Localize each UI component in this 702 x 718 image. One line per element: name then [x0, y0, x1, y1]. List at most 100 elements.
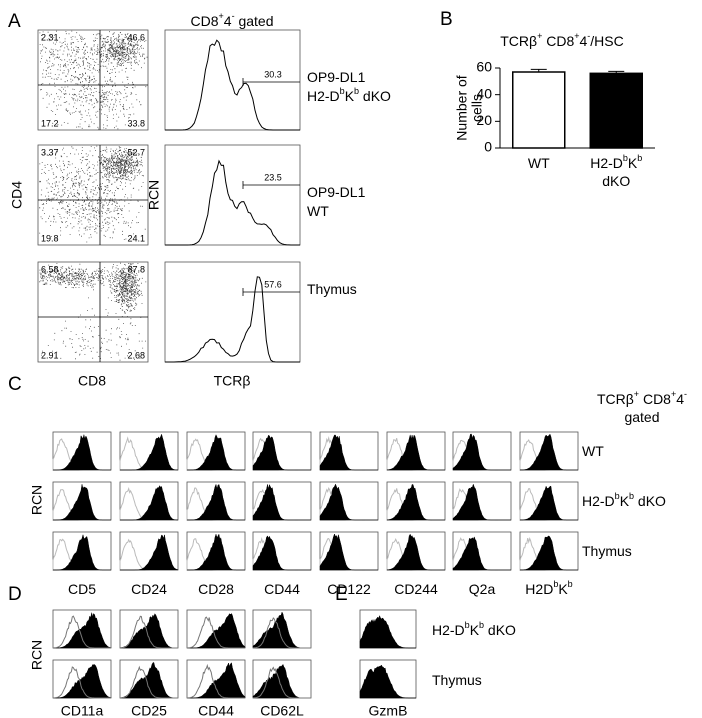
- panel-letter: D: [8, 584, 22, 605]
- histogram-shape: [187, 533, 245, 571]
- text-run: TCRβ: [500, 33, 537, 49]
- row-label: Thymus: [432, 672, 482, 688]
- histogram-shape: [165, 276, 300, 363]
- text-run: K: [620, 493, 630, 509]
- superscript: +: [574, 31, 579, 41]
- superscript: b: [465, 620, 470, 630]
- text-run: Thymus: [582, 543, 632, 559]
- histogram-shape: [319, 434, 378, 471]
- histogram-shape: [119, 615, 178, 649]
- y-tick-label: 20: [476, 112, 492, 128]
- text-run: CD44: [264, 581, 300, 597]
- quadrant-percent: 2.91: [41, 350, 59, 360]
- text-run: K: [470, 622, 480, 638]
- histogram-shape: [252, 617, 311, 649]
- histogram-shape: [165, 159, 300, 246]
- panel-title: gated: [624, 409, 659, 425]
- histogram-shape: [452, 483, 511, 521]
- quadrant-percent: 6.58: [41, 264, 59, 274]
- text-run: /HSC: [590, 33, 623, 49]
- axis-label: RCN: [146, 180, 162, 210]
- bar: [512, 71, 566, 149]
- row-label: WT: [582, 443, 604, 459]
- x-tick-label: WT: [528, 155, 550, 171]
- superscript: b: [340, 86, 345, 96]
- histogram-shape: [120, 485, 179, 521]
- text-run: K: [345, 88, 355, 104]
- superscript: -: [232, 11, 235, 21]
- histogram-shape: [252, 666, 311, 699]
- dot-plot-events: [39, 262, 147, 361]
- text-run: dKO: [484, 622, 516, 638]
- text-run: H2-D: [590, 155, 623, 171]
- histogram-shape: [187, 483, 245, 521]
- histogram-shape: [359, 664, 416, 699]
- superscript: b: [354, 86, 359, 96]
- superscript: b: [637, 153, 642, 163]
- superscript: +: [537, 31, 542, 41]
- dot-plot-events: [39, 30, 148, 130]
- text-run: Thymus: [432, 672, 482, 688]
- histogram-shape: [319, 533, 378, 571]
- quadrant-percent: 87.8: [127, 264, 145, 274]
- histogram-shape: [252, 611, 311, 649]
- column-label: CD44: [198, 703, 234, 718]
- text-run: 4: [580, 33, 588, 49]
- text-run: CD8: [639, 391, 671, 407]
- histogram-shape: [252, 434, 311, 471]
- column-label: CD62L: [260, 703, 304, 718]
- text-run: CD24: [131, 581, 167, 597]
- text-run: OP9-DL1: [307, 69, 366, 85]
- row-label: H2-DbKb dKO: [582, 491, 666, 508]
- text-run: 4: [224, 13, 232, 29]
- column-label: Q2a: [469, 581, 496, 597]
- quadrant-percent: 2.31: [41, 32, 59, 42]
- sample-label: OP9-DL1: [307, 69, 366, 85]
- quadrant-percent: 52.7: [127, 147, 145, 157]
- column-label: CD5: [68, 581, 96, 597]
- text-run: CD5: [68, 581, 96, 597]
- superscript: +: [634, 389, 639, 399]
- quadrant-percent: 24.1: [127, 233, 145, 243]
- histogram-shape: [359, 614, 416, 649]
- text-run: WT: [582, 443, 604, 459]
- chart-title: TCRβ+ CD8+4-/HSC: [500, 31, 624, 48]
- histogram-shape: [119, 665, 178, 699]
- y-tick-label: 40: [476, 85, 492, 101]
- histogram-frame: [164, 29, 301, 131]
- y-tick-label: 0: [484, 139, 492, 155]
- histogram-frame: [164, 144, 301, 246]
- dot-plot-events: [39, 145, 146, 243]
- text-run: gated: [235, 13, 274, 29]
- text-run: gated: [624, 409, 659, 425]
- text-run: CD8: [190, 13, 218, 29]
- column-label: CD244: [394, 581, 438, 597]
- y-tick-label: 60: [476, 59, 492, 75]
- text-run: dKO: [634, 493, 666, 509]
- text-run: K: [558, 581, 568, 597]
- bar: [589, 72, 643, 149]
- x-tick-label: dKO: [602, 173, 630, 189]
- text-run: Q2a: [469, 581, 496, 597]
- text-run: WT: [528, 155, 550, 171]
- histogram-shape: [53, 612, 112, 649]
- column-label: CD11a: [61, 703, 104, 718]
- y-axis-label: cells: [469, 94, 485, 122]
- histogram-shape: [452, 433, 511, 471]
- text-run: H2-D: [307, 88, 340, 104]
- histogram-shape: [452, 536, 511, 571]
- histogram-shape: [386, 484, 445, 521]
- text-run: H2-D: [432, 622, 465, 638]
- histogram-shape: [187, 434, 245, 471]
- histogram-shape: [53, 533, 111, 571]
- quadrant-percent: 3.37: [41, 147, 59, 157]
- axis-label: TCRβ: [214, 373, 251, 389]
- histogram-shape: [119, 662, 178, 699]
- superscript: b: [623, 153, 628, 163]
- gate-percent: 23.5: [264, 172, 282, 182]
- column-label: CD25: [131, 703, 167, 718]
- histogram-shape: [165, 39, 300, 131]
- text-run: K: [628, 155, 638, 171]
- superscript: -: [684, 389, 687, 399]
- axis-label: CD4: [9, 181, 25, 209]
